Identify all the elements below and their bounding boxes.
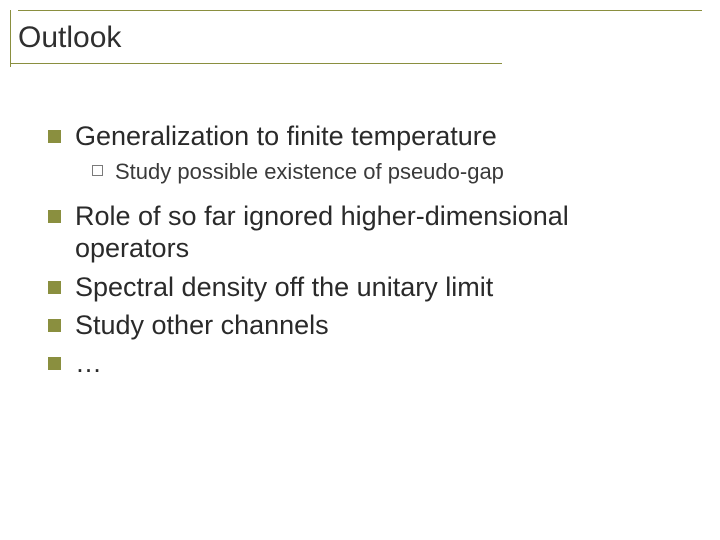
content-region: Generalization to finite temperature Stu… xyxy=(48,120,690,386)
bullet-text: Spectral density off the unitary limit xyxy=(75,271,493,303)
square-bullet-icon xyxy=(48,281,61,294)
slide-title: Outlook xyxy=(10,11,702,63)
square-bullet-icon xyxy=(48,319,61,332)
bullet-item: Generalization to finite temperature xyxy=(48,120,690,152)
title-border-bottom xyxy=(10,63,502,64)
bullet-item: … xyxy=(48,347,690,379)
title-border-left xyxy=(10,10,11,67)
title-region: Outlook xyxy=(10,10,702,64)
bullet-item: Role of so far ignored higher-dimensiona… xyxy=(48,200,690,265)
bullet-text: … xyxy=(75,347,102,379)
slide: Outlook Generalization to finite tempera… xyxy=(0,0,720,540)
sub-bullet-item: Study possible existence of pseudo-gap xyxy=(92,158,690,186)
bullet-text: Study other channels xyxy=(75,309,329,341)
bullet-item: Study other channels xyxy=(48,309,690,341)
square-bullet-icon xyxy=(48,210,61,223)
square-bullet-icon xyxy=(48,130,61,143)
bullet-text: Role of so far ignored higher-dimensiona… xyxy=(75,200,690,265)
sub-bullet-text: Study possible existence of pseudo-gap xyxy=(115,158,504,186)
open-square-bullet-icon xyxy=(92,165,103,176)
bullet-item: Spectral density off the unitary limit xyxy=(48,271,690,303)
bullet-text: Generalization to finite temperature xyxy=(75,120,497,152)
square-bullet-icon xyxy=(48,357,61,370)
